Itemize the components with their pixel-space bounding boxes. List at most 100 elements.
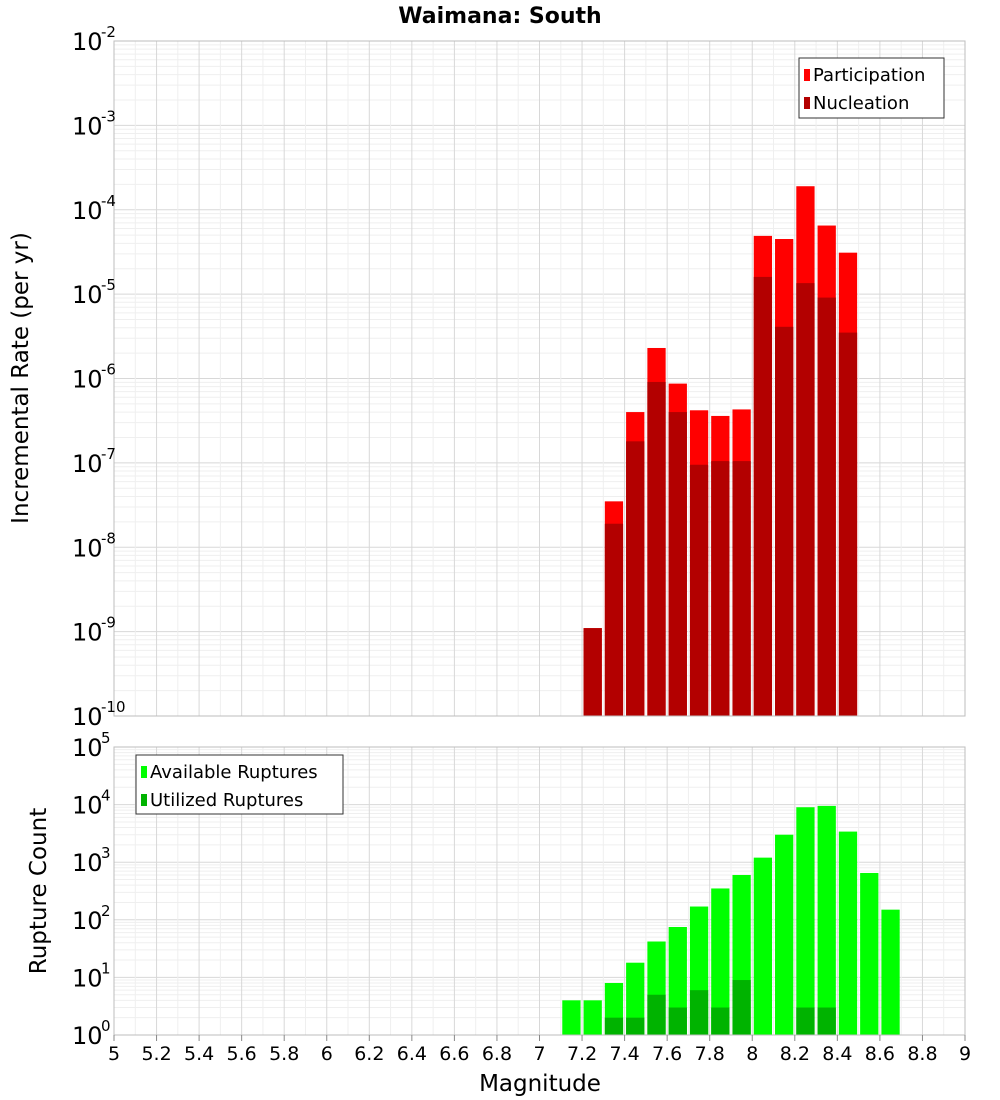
bottom-bar-series2 (647, 994, 666, 1035)
top-y-tick-exp: -5 (101, 276, 116, 294)
top-bar-series2 (775, 326, 794, 716)
bottom-legend-box (135, 754, 344, 815)
top-legend-label: Nucleation (813, 93, 909, 114)
top-legend-box (798, 57, 945, 119)
bottom-bar-series2 (689, 990, 709, 1035)
top-legend: Participation Nucleation (798, 57, 945, 119)
top-y-tick-exp: -10 (101, 698, 126, 716)
bottom-bar-series2 (668, 1007, 687, 1035)
bottom-y-tick-label: 103 (72, 844, 111, 877)
top-y-tick-base: 10 (72, 112, 103, 140)
bottom-bar-series2 (796, 1007, 815, 1035)
x-tick-label: 8.2 (780, 1043, 810, 1065)
x-tick-label: 7.8 (695, 1043, 725, 1065)
x-ticks: 5 5.2 5.4 5.6 5.8 6 6.2 6.4 6.6 6.8 7 7.2 7.4 7.6 7.8 8… (108, 1035, 971, 1065)
x-tick-label: 7.4 (609, 1043, 639, 1065)
top-y-tick-base: 10 (72, 619, 103, 647)
bottom-y-tick-label: 101 (72, 959, 111, 992)
x-tick-label: 8.8 (907, 1043, 937, 1065)
x-tick-label: 6.8 (482, 1043, 512, 1065)
bottom-bar-series1 (583, 1000, 602, 1035)
bottom-legend-swatch (141, 766, 147, 778)
top-bar-series2 (817, 297, 836, 716)
bottom-y-tick-exp: 2 (101, 902, 111, 920)
top-y-tick-label: 10-3 (72, 107, 116, 140)
top-bar-series2 (796, 283, 815, 716)
bottom-y-tick-label: 100 (72, 1017, 111, 1050)
top-y-tick-label: 10-9 (72, 614, 116, 647)
top-y-tick-label: 10-8 (72, 529, 116, 562)
top-legend-swatch (804, 69, 810, 81)
x-tick-label: 6.6 (439, 1043, 469, 1065)
top-y-tick-exp: -4 (101, 192, 116, 210)
top-y-tick-exp: -8 (101, 529, 116, 547)
top-legend-label: Participation (813, 65, 925, 86)
top-bar-series2 (647, 381, 666, 716)
top-bar-series2 (689, 464, 709, 716)
bottom-bar-series1 (817, 805, 836, 1035)
bottom-y-axis-label: Rupture Count (26, 808, 52, 974)
bottom-y-tick-exp: 1 (101, 959, 111, 977)
bottom-legend-label: Utilized Ruptures (150, 790, 303, 811)
bottom-bar-series1 (860, 872, 879, 1035)
top-y-tick-base: 10 (72, 534, 103, 562)
bottom-y-tick-exp: 4 (101, 787, 111, 805)
bottom-bar-series1 (711, 888, 730, 1035)
x-tick-label: 5.8 (269, 1043, 299, 1065)
bottom-legend: Available Ruptures Utilized Ruptures (135, 754, 344, 815)
x-tick-label: 7.6 (652, 1043, 682, 1065)
top-legend-swatch (804, 97, 810, 109)
bottom-bar-series2 (711, 1007, 730, 1035)
top-y-tick-exp: -9 (101, 614, 116, 632)
top-y-tick-label: 10-10 (72, 698, 126, 731)
bottom-bar-series2 (626, 1017, 645, 1035)
bottom-y-tick-base: 10 (72, 907, 103, 935)
chart-title: Waimana: South (398, 4, 601, 29)
top-y-tick-base: 10 (72, 703, 103, 731)
bottom-y-tick-exp: 0 (101, 1017, 111, 1035)
bottom-legend-label: Available Ruptures (150, 762, 318, 783)
top-y-tick-label: 10-5 (72, 276, 116, 309)
x-tick-label: 5.4 (184, 1043, 214, 1065)
top-bar-series2 (711, 461, 730, 716)
bottom-y-tick-label: 105 (72, 729, 111, 762)
top-y-tick-exp: -2 (101, 23, 116, 41)
x-tick-label: 5 (108, 1043, 120, 1065)
bottom-y-tick-exp: 5 (101, 729, 111, 747)
top-bar-series2 (626, 441, 645, 716)
top-y-tick-label: 10-2 (72, 23, 116, 56)
top-y-tick-base: 10 (72, 28, 103, 56)
bottom-y-tick-base: 10 (72, 964, 103, 992)
bottom-bar-series1 (838, 831, 858, 1035)
top-y-tick-exp: -6 (101, 361, 116, 379)
top-bar-series2 (604, 523, 624, 716)
x-tick-label: 8.6 (865, 1043, 895, 1065)
x-tick-label: 6.4 (397, 1043, 427, 1065)
top-y-tick-base: 10 (72, 450, 103, 478)
top-y-tick-label: 10-7 (72, 445, 116, 478)
top-y-axis-label: Incremental Rate (per yr) (8, 232, 34, 524)
bottom-bar-series1 (626, 962, 645, 1035)
bottom-bar-series1 (753, 857, 773, 1035)
top-y-tick-exp: -7 (101, 445, 116, 463)
x-axis-label: Magnitude (479, 1071, 601, 1097)
top-bar-series2 (732, 461, 751, 716)
bottom-y-tick-base: 10 (72, 792, 103, 820)
top-y-tick-label: 10-4 (72, 192, 116, 225)
top-y-tick-base: 10 (72, 366, 103, 394)
bottom-bar-series2 (732, 980, 751, 1035)
bottom-y-tick-label: 104 (72, 787, 111, 820)
top-bar-series2 (838, 332, 858, 716)
bottom-bars (562, 805, 900, 1035)
x-tick-label: 8 (746, 1043, 758, 1065)
bottom-y-tick-base: 10 (72, 734, 103, 762)
bottom-bar-series1 (796, 807, 815, 1035)
x-tick-label: 7.2 (567, 1043, 597, 1065)
top-y-tick-base: 10 (72, 197, 103, 225)
top-grid (113, 40, 966, 717)
bottom-y-tick-base: 10 (72, 1022, 103, 1050)
